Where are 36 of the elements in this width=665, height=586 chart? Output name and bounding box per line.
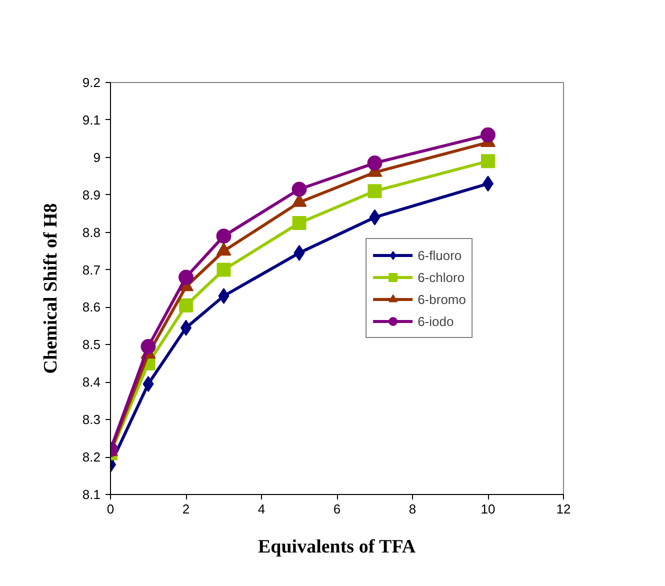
x-tick-label: 2 <box>182 502 190 516</box>
y-tick-label: 8.8 <box>82 224 101 240</box>
y-tick-label: 9.1 <box>82 112 101 128</box>
point <box>481 154 495 168</box>
y-tick-label: 8.1 <box>82 487 101 502</box>
x-tick-label: 4 <box>258 502 266 516</box>
x-tick-label: 0 <box>106 502 114 516</box>
y-tick-label: 9.2 <box>82 75 101 90</box>
y-tick-label: 9 <box>93 150 101 165</box>
point <box>292 216 306 230</box>
x-tick-label: 10 <box>480 502 496 516</box>
legend-label: 6-chloro <box>418 270 465 284</box>
x-axis-title: Equivalents of TFA <box>258 536 416 558</box>
x-tick-label: 12 <box>556 502 571 516</box>
legend-label: 6-iodo <box>418 314 454 328</box>
y-tick-label: 8.7 <box>82 262 101 278</box>
point <box>140 339 156 354</box>
point <box>216 228 232 244</box>
y-tick-label: 8.9 <box>82 187 101 202</box>
y-tick-label: 8.5 <box>82 337 101 352</box>
point <box>178 270 194 285</box>
point <box>179 298 193 312</box>
x-tick-label: 6 <box>333 502 341 516</box>
y-tick-label: 8.2 <box>82 450 101 465</box>
legend-label: 6-bromo <box>418 292 466 306</box>
point <box>216 262 231 277</box>
y-tick-label: 8.4 <box>82 374 101 390</box>
y-tick-label: 8.6 <box>82 300 101 315</box>
point <box>292 182 307 197</box>
point <box>367 156 382 171</box>
x-tick-label: 8 <box>408 502 416 516</box>
y-axis-title: Chemical Shift of H8 <box>40 203 62 374</box>
point <box>480 127 496 142</box>
point <box>368 184 382 198</box>
legend-label: 6-fluoro <box>418 248 462 262</box>
y-tick-label: 8.3 <box>82 412 101 428</box>
